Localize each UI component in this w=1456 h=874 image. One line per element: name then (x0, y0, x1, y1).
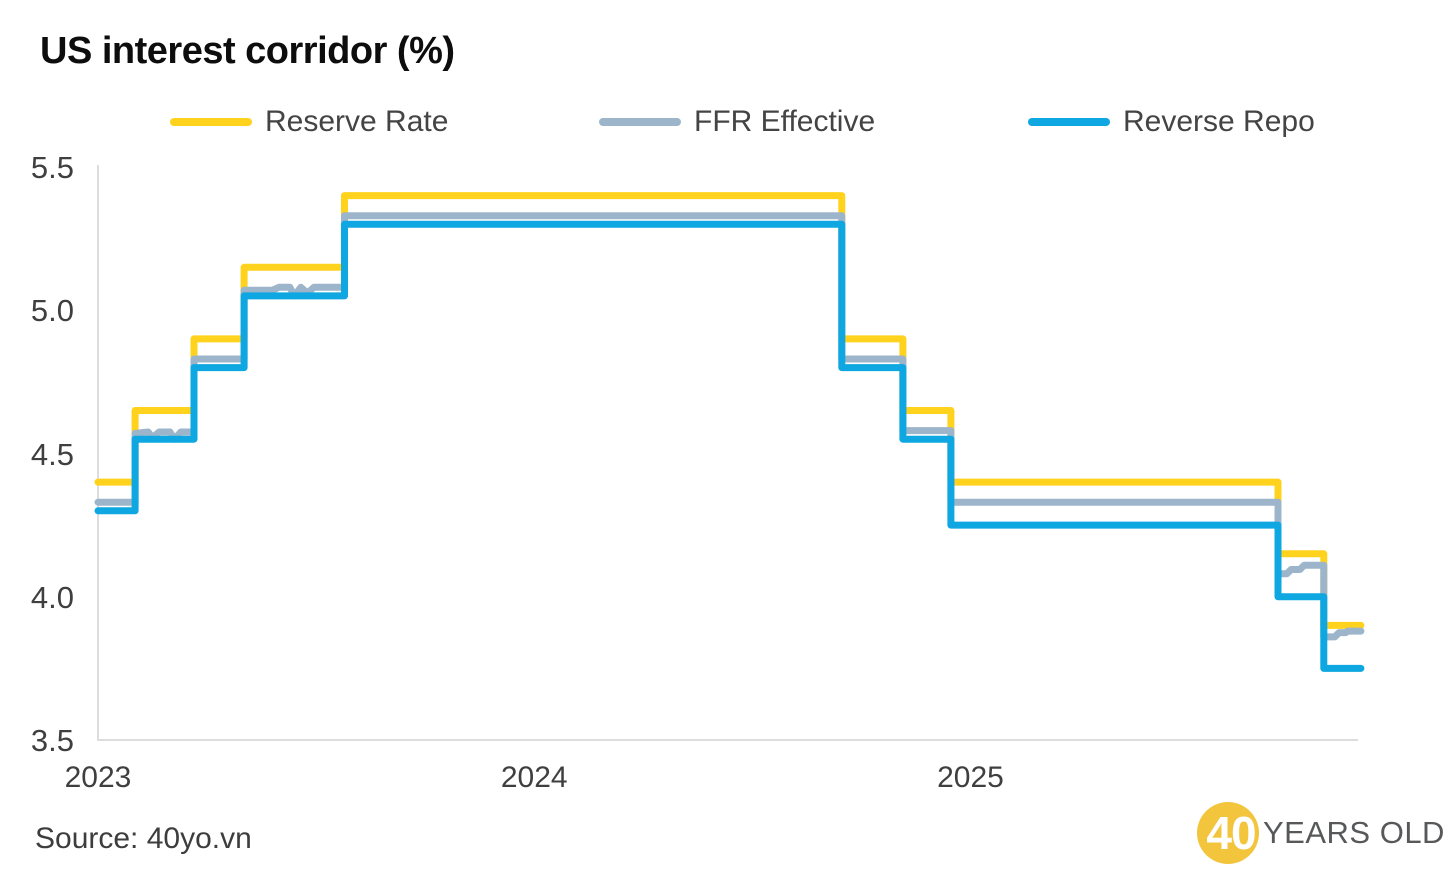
legend-item-ffr-effective: FFR Effective (599, 102, 875, 142)
logo-circle-text: 40 (1206, 807, 1256, 859)
x-tick-label: 2025 (937, 761, 1004, 794)
series-line-reserve-rate (94, 192, 1365, 629)
legend: Reserve Rate FFR Effective Reverse Repo (0, 102, 1456, 142)
legend-swatch-icon (1028, 118, 1110, 126)
source-note: Source: 40yo.vn (35, 822, 252, 855)
legend-label: Reverse Repo (1123, 105, 1315, 138)
y-tick-label: 5.0 (30, 293, 74, 329)
logo-text: YEARS OLD (1263, 815, 1445, 850)
legend-item-reserve-rate: Reserve Rate (170, 102, 448, 142)
series-line-reverse-repo (94, 220, 1365, 672)
legend-swatch-icon (170, 118, 252, 126)
y-tick-label: 3.5 (30, 723, 74, 758)
legend-label: Reserve Rate (265, 105, 449, 138)
x-tick-label: 2023 (64, 761, 132, 794)
y-tick-label: 4.5 (30, 436, 74, 472)
y-tick-label: 4.0 (30, 579, 74, 615)
chart-title: US interest corridor (%) (40, 30, 455, 72)
legend-item-reverse-repo: Reverse Repo (1028, 102, 1315, 142)
brand-logo: 40 YEARS OLD (1197, 802, 1445, 864)
series-line-ffr-effective (94, 212, 1365, 641)
y-tick-label: 5.5 (30, 150, 74, 185)
legend-label: FFR Effective (694, 105, 876, 138)
x-tick-label: 2024 (500, 761, 568, 794)
legend-swatch-icon (599, 118, 681, 126)
logo-circle-icon: 40 (1197, 802, 1259, 864)
